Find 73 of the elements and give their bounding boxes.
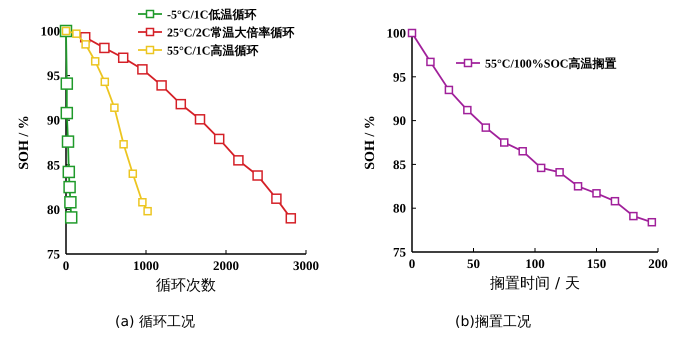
point <box>233 155 244 166</box>
point <box>574 182 582 191</box>
point <box>128 169 138 178</box>
point <box>156 80 167 91</box>
y-tick-label: 80 <box>393 200 406 216</box>
y-tick-label: 90 <box>47 112 60 128</box>
point <box>463 106 472 114</box>
point <box>176 98 186 110</box>
point <box>137 64 148 75</box>
point <box>194 114 206 125</box>
point <box>63 180 76 194</box>
point <box>99 42 110 54</box>
point <box>408 28 416 38</box>
x-tick-label: 0 <box>408 256 416 271</box>
point <box>72 29 81 38</box>
point <box>592 189 601 198</box>
point <box>118 52 128 64</box>
point <box>119 140 128 149</box>
legend-label: 55°C/100%SOC高温搁置 <box>485 56 616 70</box>
point <box>536 164 546 172</box>
text: (b)搁置工况 <box>455 314 531 330</box>
y-tick-label: 85 <box>47 157 60 172</box>
x-tick-label: 0 <box>62 258 70 273</box>
x-tick-label: 150 <box>586 256 606 271</box>
point <box>286 213 296 224</box>
point <box>64 211 78 224</box>
y-axis-title: SOH / % <box>17 115 32 170</box>
point <box>629 212 638 220</box>
point <box>214 134 224 144</box>
x-tick-label: 2000 <box>213 258 239 273</box>
point <box>62 166 76 178</box>
x-axis-title: 搁置时间 / 天 <box>490 274 580 292</box>
y-axis-title: SOH / % <box>363 115 378 170</box>
point <box>500 138 508 147</box>
point <box>444 86 454 94</box>
y-tick-label: 85 <box>393 156 406 172</box>
legend: 55°C/100%SOC高温搁置 <box>456 56 616 70</box>
point <box>271 193 282 204</box>
point <box>81 40 90 49</box>
point <box>110 103 119 112</box>
point <box>555 168 564 177</box>
point <box>518 147 527 156</box>
point <box>648 218 656 226</box>
x-tick-label: 100 <box>525 256 545 271</box>
point <box>610 196 620 206</box>
legend-label: -5°C/1C低温循环 <box>167 8 256 22</box>
point <box>482 123 490 132</box>
y-tick-label: 80 <box>47 202 60 217</box>
y-tick-label: 95 <box>47 68 60 84</box>
text: (a) 循环工况 <box>115 314 195 330</box>
point <box>252 170 263 181</box>
point <box>143 206 152 216</box>
y-tick-label: 75 <box>393 244 406 260</box>
point <box>64 196 77 209</box>
y-tick-label: 90 <box>393 113 406 128</box>
y-tick-label: 100 <box>40 24 60 38</box>
point <box>62 135 74 148</box>
y-tick-label: 100 <box>386 26 406 40</box>
x-tick-label: 50 <box>467 256 480 271</box>
point <box>90 57 100 66</box>
x-tick-label: 3000 <box>293 258 319 273</box>
legend-label: 55°C/1C高温循环 <box>167 44 258 58</box>
x-tick-label: 200 <box>648 256 668 271</box>
point <box>60 106 74 120</box>
y-tick-label: 95 <box>393 69 406 84</box>
x-tick-label: 1000 <box>133 258 159 273</box>
x-axis-title: 循环次数 <box>156 276 216 294</box>
point <box>60 77 74 90</box>
y-tick-label: 75 <box>47 246 60 262</box>
point <box>138 198 147 207</box>
legend-label: 25°C/2C常温大倍率循环 <box>167 26 294 40</box>
point <box>426 58 435 66</box>
point <box>100 78 110 86</box>
